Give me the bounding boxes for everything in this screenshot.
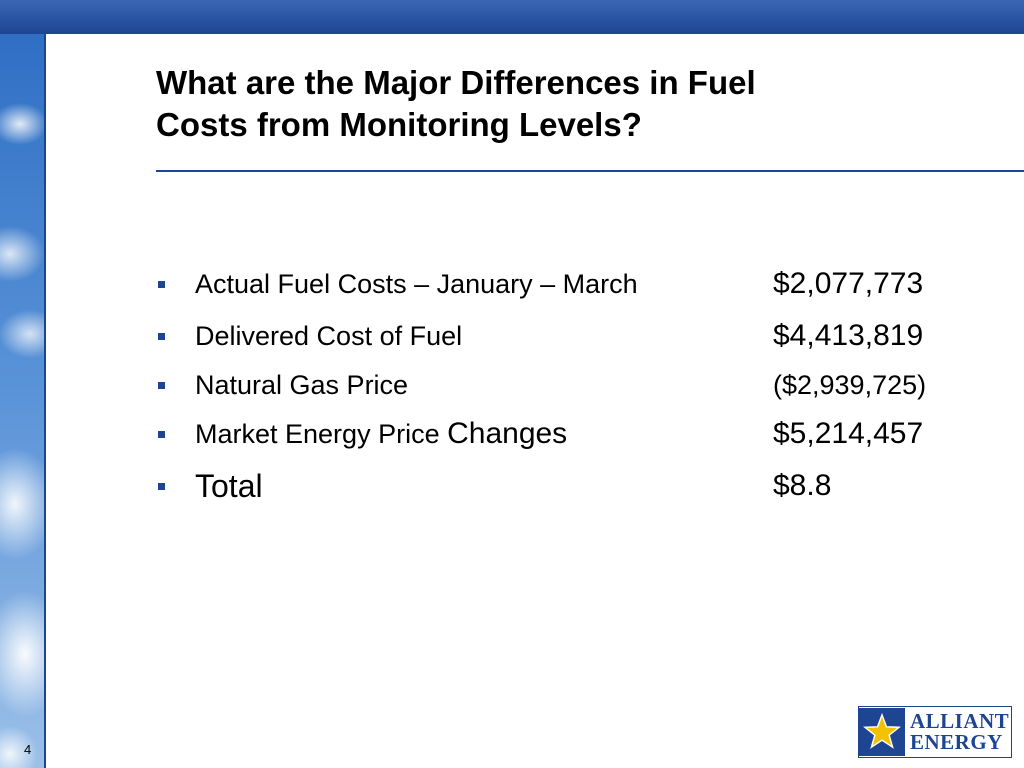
item-label: Actual Fuel Costs – January – March [195, 268, 638, 299]
bullet-square-icon [158, 280, 165, 288]
title-line-2: Costs from Monitoring Levels? [156, 106, 642, 143]
item-value: $8.8 [773, 469, 832, 502]
sky-edge-line [44, 34, 46, 768]
bullet-square-icon [158, 332, 165, 340]
title-line-1: What are the Major Differences in Fuel [156, 64, 756, 101]
sky-image-strip [0, 34, 44, 768]
top-banner [0, 0, 1024, 34]
list-item: Market Energy Price Changes $5,214,457 [156, 408, 996, 460]
item-value: ($2,939,725) [773, 369, 927, 400]
list-item: Delivered Cost of Fuel $4,413,819 [156, 310, 996, 362]
title-divider [156, 170, 1024, 172]
item-value: $2,077,773 [773, 267, 924, 300]
slide-title: What are the Major Differences in Fuel C… [156, 62, 976, 146]
bullet-square-icon [158, 381, 165, 389]
company-logo: ALLIANT ENERGY [858, 706, 1012, 758]
item-label: Delivered Cost of Fuel [195, 320, 463, 351]
item-value: $5,214,457 [773, 417, 924, 450]
item-value: $4,413,819 [773, 319, 924, 352]
list-item: Natural Gas Price ($2,939,725) [156, 362, 996, 408]
logo-line-2: ENERGY [910, 730, 1003, 754]
item-label: Total [195, 467, 263, 504]
star-icon [859, 708, 905, 756]
logo-line-1: ALLIANT [910, 709, 1010, 733]
item-label-part: Changes [447, 417, 568, 450]
logo-text: ALLIANT ENERGY [910, 711, 1009, 753]
bullet-square-icon [158, 482, 165, 490]
page-number: 4 [24, 742, 32, 757]
item-label-part: Market Energy Price [195, 419, 448, 449]
list-item: Actual Fuel Costs – January – March $2,0… [156, 258, 996, 310]
list-item: Total $8.8 [156, 460, 996, 512]
item-label: Natural Gas Price [195, 369, 409, 400]
bullet-square-icon [158, 430, 165, 438]
item-label: Market Energy Price Changes [195, 417, 773, 451]
bullet-list: Actual Fuel Costs – January – March $2,0… [156, 258, 996, 512]
